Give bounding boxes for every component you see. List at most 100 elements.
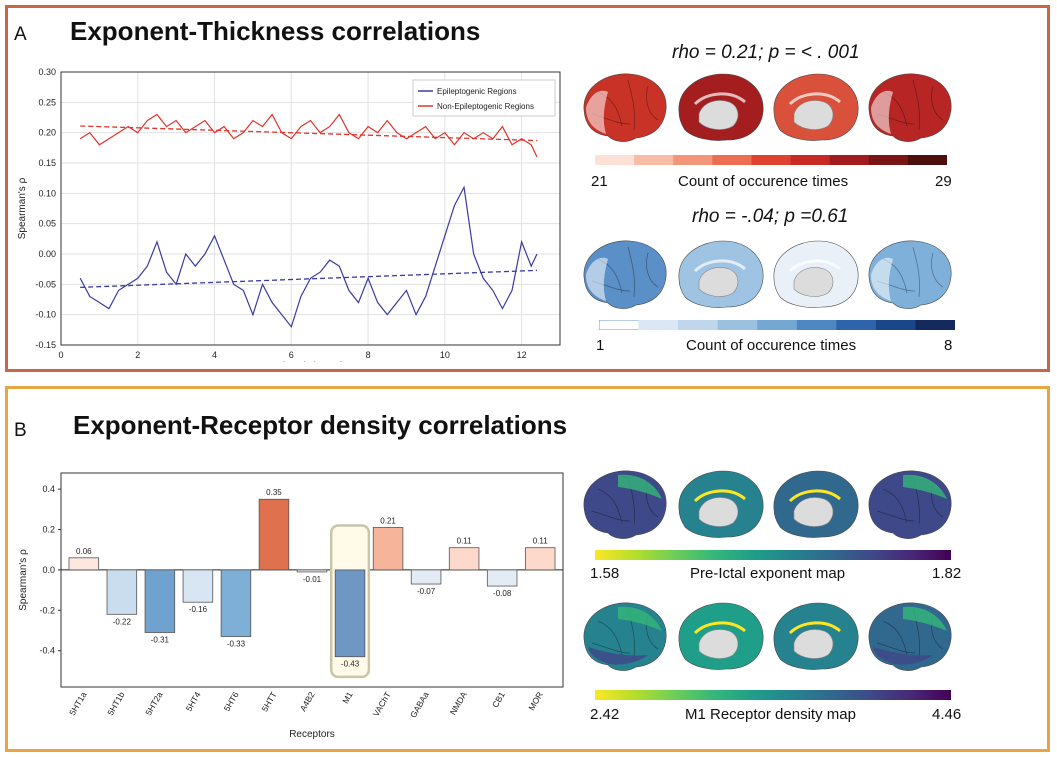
cbA2-segment-3	[717, 320, 758, 330]
brainsA1-brain-1-medial-wall	[698, 100, 739, 130]
brainsA2-brain-1-medial-wall	[698, 267, 739, 297]
colorbar-blue-max: 8	[944, 337, 953, 354]
x-tick-label-1: 2	[135, 350, 140, 360]
bar-category-label-GABAa: GABAa	[408, 690, 431, 720]
bar-y-tick-label-2: 0.0	[42, 565, 55, 575]
bar-value-label-5HT4: -0.16	[189, 605, 208, 614]
brainsA1-brain-3	[868, 73, 952, 142]
bar-5HT6	[220, 569, 252, 637]
brainsB1-brain-2-cingulate	[788, 489, 841, 503]
line-chart-svg: 0 2 4 6 8 10 12 -0.15 -0.10 -0.05 0.00 0.05 0.10 0.15…	[17, 67, 561, 372]
brainsB1-brain-3-region-b	[903, 474, 947, 499]
bar-M1	[334, 569, 366, 658]
panel-a-letter: A	[14, 24, 27, 45]
trend-line-0	[80, 269, 537, 289]
y-tick-label-7: 0.20	[38, 128, 56, 138]
cbA2-segment-2	[678, 320, 719, 330]
brain-surface-row-exponent	[583, 470, 952, 539]
bar-value-label-M1: -0.43	[341, 660, 360, 669]
x-axis-label: Time (minutes)	[277, 361, 343, 362]
colorbar-blue-min: 1	[596, 337, 605, 354]
brainsA1-brain-0-shape	[583, 73, 667, 142]
brainsB1-brain-0-sulci	[591, 476, 659, 528]
brainsA2-brain-0-shape	[583, 240, 667, 309]
brainsA2-brain-3-sulci	[876, 246, 944, 298]
brainsA1-brain-1	[678, 73, 764, 141]
cbA1-segment-0	[595, 155, 635, 165]
series-line-1	[79, 113, 538, 158]
brainsB1-brain-2-medial-wall	[793, 497, 834, 527]
brainsA1-brain-1-cingulate	[693, 92, 746, 106]
colorbar-blue-label: Count of occurence times	[686, 337, 857, 354]
cbA1-segment-8	[907, 155, 947, 165]
legend-box	[412, 79, 556, 117]
brainsB1-brain-0-region-b	[618, 474, 662, 499]
cbA1-segment-2	[673, 155, 713, 165]
bar-value-label-5HT1b: -0.22	[113, 617, 132, 626]
bar-value-label-5HT2a: -0.31	[151, 635, 170, 644]
y-tick-label-2: -0.05	[35, 279, 56, 289]
legend-label-1: Non-Epileptogenic Regions	[437, 102, 534, 111]
x-tick-label-5: 10	[440, 350, 450, 360]
bar-category-label-MOR: MOR	[526, 690, 545, 712]
brainsB1-brain-3-region-a	[873, 515, 933, 533]
bar-chart-svg: -0.4 -0.2 0.0 0.2 0.4 0.06 5HT1a -0.22 5HT1b -0.3…	[18, 472, 564, 740]
y-tick-label-5: 0.10	[38, 188, 56, 198]
brainsB2-brain-1-medial-wall	[698, 629, 739, 659]
brainsB2-brain-2-medial-wall	[793, 629, 834, 659]
bar-NMDA	[448, 547, 480, 571]
brainsA1-brain-2-cingulate	[788, 92, 841, 106]
brainsB2-brain-0-region-a	[588, 647, 648, 665]
brain-surface-row-blue	[583, 240, 952, 309]
bar-category-label-A4B2: A4B2	[298, 690, 317, 713]
brainsA1-brain-2-medial-wall	[793, 100, 834, 130]
brainsA1-brain-3-shape	[868, 73, 952, 142]
brainsA1-brain-3-region-a	[871, 90, 893, 134]
brainsB1-brain-3	[868, 470, 952, 539]
brainsB2-brain-2-cingulate	[788, 621, 841, 635]
brainsA2-brain-0	[583, 240, 667, 309]
x-tick-label-4: 8	[366, 350, 371, 360]
cbA2-segment-0	[599, 320, 640, 330]
brainsA2-brain-1	[678, 240, 764, 308]
plot-frame	[60, 71, 561, 346]
colorbar-red-max: 29	[935, 173, 952, 190]
y-tick-label-4: 0.05	[38, 219, 56, 229]
colorbar-exponent-max: 1.82	[932, 565, 962, 582]
brainsB2-brain-1	[678, 602, 764, 670]
trend-line-1	[80, 125, 537, 142]
cbA1-segment-7	[868, 155, 909, 165]
bar-y-tick-label-1: -0.2	[39, 605, 55, 615]
x-tick-label-3: 6	[289, 350, 294, 360]
cbB2-bar	[595, 690, 951, 700]
bar-5HT4	[182, 569, 214, 603]
bar-value-label-VAChT: 0.21	[380, 517, 396, 526]
colorbar-exponent-label: Pre-Ictal exponent map	[690, 565, 846, 582]
cbA1-segment-5	[790, 155, 831, 165]
cbA1-segment-1	[634, 155, 674, 165]
colorbar-red-label: Count of occurence times	[678, 173, 849, 190]
bar-category-label-5HT6: 5HT6	[222, 690, 241, 713]
colorbar-exponent-min: 1.58	[590, 565, 620, 582]
bar-value-label-MOR: 0.11	[533, 537, 549, 546]
brainsA2-brain-2	[773, 240, 859, 308]
cbA2-segment-8	[915, 320, 955, 330]
colorbar-blue	[599, 320, 955, 330]
cbA2-segment-1	[638, 320, 679, 330]
brainsB2-brain-0	[583, 602, 667, 671]
brainsA2-brain-3	[868, 240, 952, 309]
brainsB1-brain-3-sulci	[876, 476, 944, 528]
stat-bottom: rho = -.04; p =0.61	[692, 206, 849, 227]
brainsB1-brain-2	[773, 470, 859, 538]
brainsA1-brain-0-sulci	[591, 79, 659, 131]
cbA2-segment-7	[875, 320, 916, 330]
brainsB2-brain-1-cingulate	[693, 621, 746, 635]
brainsB2-brain-3-region-b	[903, 606, 947, 631]
bar-CB1	[486, 569, 518, 587]
bar-category-label-5HT1b: 5HT1b	[105, 690, 127, 717]
bar-5HT1b	[106, 569, 138, 615]
bar-y-tick-label-4: 0.4	[42, 484, 55, 494]
bar-category-label-5HT4: 5HT4	[184, 690, 203, 713]
brainsA2-brain-2-cingulate	[788, 259, 841, 273]
y-tick-label-6: 0.15	[38, 158, 56, 168]
